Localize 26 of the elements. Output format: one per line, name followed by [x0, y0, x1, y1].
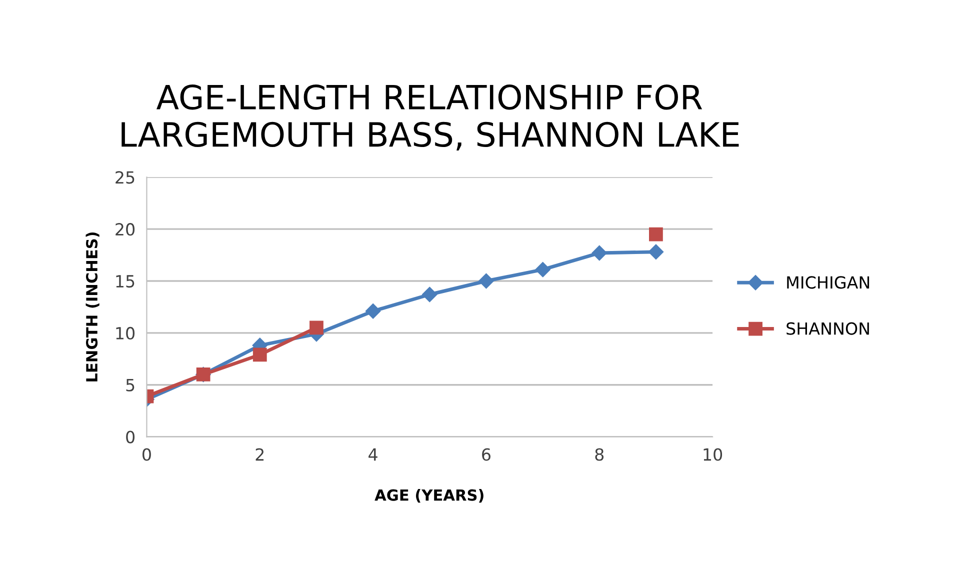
point — [592, 245, 607, 261]
y-tick-label: 5 — [126, 379, 134, 392]
legend-label: SHANNON — [786, 322, 869, 335]
x-tick-label: 0 — [142, 448, 151, 461]
y-tick-label: 0 — [126, 430, 135, 444]
x-tick-label: 8 — [595, 448, 604, 461]
point — [365, 304, 381, 319]
point — [535, 262, 550, 278]
y-tick-label: 10 — [116, 326, 135, 340]
point — [252, 348, 267, 362]
y-tick-label: 20 — [116, 223, 135, 236]
point — [310, 320, 324, 335]
point — [478, 273, 494, 289]
point — [422, 286, 438, 302]
point — [649, 227, 663, 242]
legend-label: MICHIGAN — [787, 276, 870, 289]
x-tick-label: 2 — [256, 448, 264, 461]
chart-title: AGE-LENGTH RELATIONSHIP FOR LARGEMOUTH BASS, SHANNON LAKE — [122, 84, 739, 150]
x-axis-title: AGE (YEARS) — [374, 489, 484, 503]
x-tick-label: 6 — [482, 448, 490, 461]
y-tick-label: 15 — [116, 275, 134, 288]
x-tick-label: 4 — [368, 448, 378, 461]
y-axis-title: LENGTH (INCHES) — [86, 232, 100, 382]
y-tick-label: 25 — [116, 171, 134, 184]
x-tick-label: 10 — [704, 448, 722, 461]
point — [648, 244, 664, 260]
